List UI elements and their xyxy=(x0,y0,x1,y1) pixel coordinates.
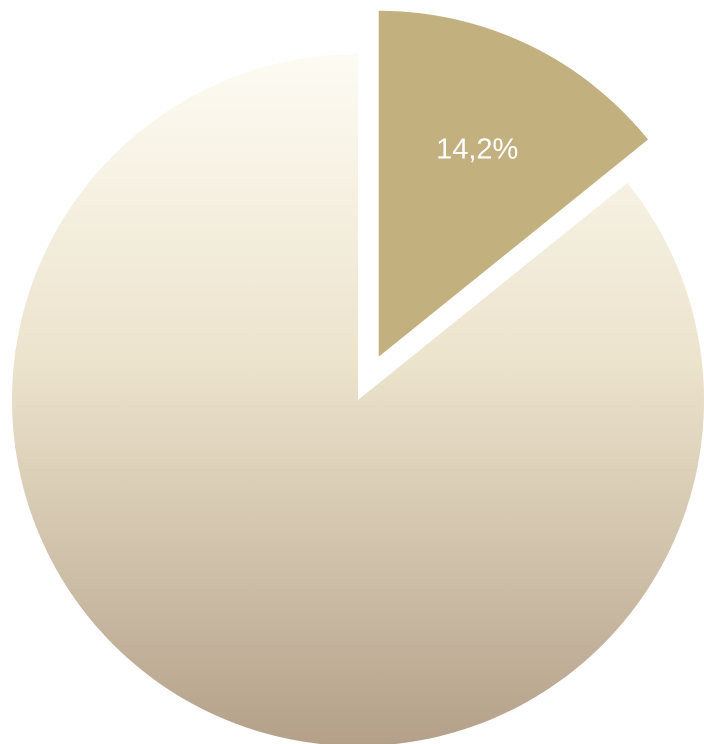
pie-labels: 14,2% xyxy=(436,133,518,165)
pie-slice-2 xyxy=(12,54,704,744)
pie-slice-label-1: 14,2% xyxy=(436,133,518,165)
pie-slices xyxy=(12,10,704,744)
pie-slice-1 xyxy=(378,10,649,357)
